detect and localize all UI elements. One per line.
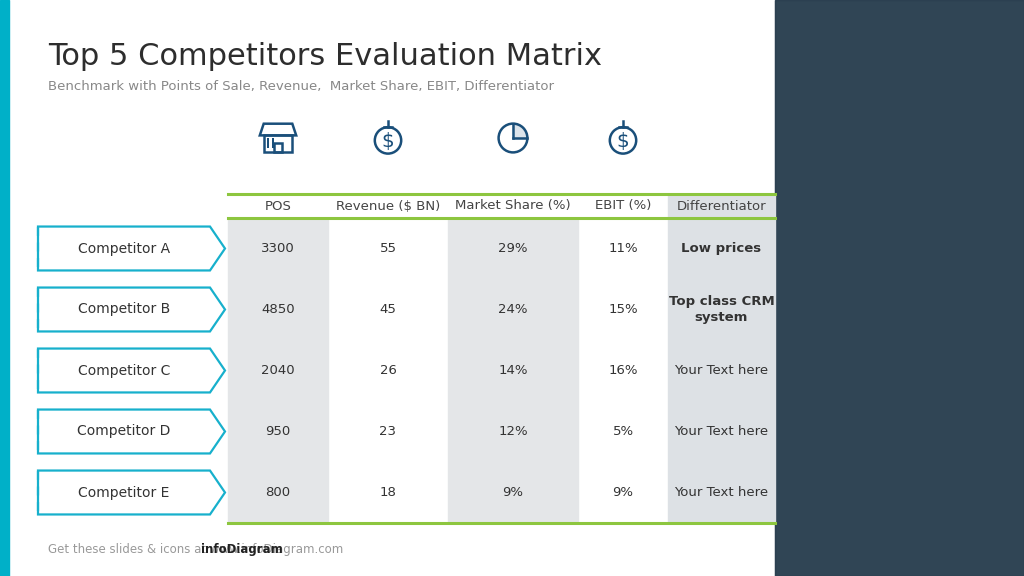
Text: 16%: 16%	[608, 364, 638, 377]
Text: 12%: 12%	[499, 425, 527, 438]
Text: Competitor D: Competitor D	[78, 425, 171, 438]
Text: Competitor C: Competitor C	[78, 363, 170, 377]
Text: $: $	[382, 132, 394, 151]
Text: Benchmark with Points of Sale, Revenue,  Market Share, EBIT, Differentiator: Benchmark with Points of Sale, Revenue, …	[48, 80, 554, 93]
Text: 2040: 2040	[261, 364, 295, 377]
Text: 950: 950	[265, 425, 291, 438]
Text: 800: 800	[265, 486, 291, 499]
Bar	[668, 194, 775, 218]
Bar	[0, 0, 9, 576]
Polygon shape	[38, 287, 225, 331]
Bar	[274, 143, 282, 152]
Bar	[775, 0, 1024, 576]
Text: infoDiagram: infoDiagram	[201, 543, 283, 556]
Wedge shape	[513, 124, 527, 138]
Polygon shape	[38, 348, 225, 392]
Bar	[668, 218, 775, 523]
Text: $: $	[616, 132, 630, 151]
Text: 9%: 9%	[503, 486, 523, 499]
Text: POS: POS	[264, 199, 292, 213]
Bar	[449, 218, 578, 523]
Text: Revenue ($ BN): Revenue ($ BN)	[336, 199, 440, 213]
Text: Low prices: Low prices	[681, 242, 762, 255]
Text: 55: 55	[380, 242, 396, 255]
Polygon shape	[38, 471, 225, 514]
Polygon shape	[38, 226, 225, 271]
Text: Competitor B: Competitor B	[78, 302, 170, 316]
Text: 4850: 4850	[261, 303, 295, 316]
Text: 5%: 5%	[612, 425, 634, 438]
Text: 29%: 29%	[499, 242, 527, 255]
Text: Competitor E: Competitor E	[78, 486, 170, 499]
Text: 18: 18	[380, 486, 396, 499]
Text: Get these slides & icons at www.infoDiagram.com: Get these slides & icons at www.infoDiag…	[48, 543, 343, 556]
Bar	[775, 0, 1024, 576]
Text: 15%: 15%	[608, 303, 638, 316]
Text: Market Share (%): Market Share (%)	[456, 199, 570, 213]
Text: Competitor A: Competitor A	[78, 241, 170, 256]
Text: Your Text here: Your Text here	[675, 486, 769, 499]
Text: 26: 26	[380, 364, 396, 377]
Text: Your Text here: Your Text here	[675, 364, 769, 377]
Text: 3300: 3300	[261, 242, 295, 255]
Text: Differentiator: Differentiator	[677, 199, 766, 213]
Text: 23: 23	[380, 425, 396, 438]
Text: Top class CRM
system: Top class CRM system	[669, 295, 774, 324]
Polygon shape	[38, 410, 225, 453]
Bar	[228, 218, 328, 523]
Text: Top 5 Competitors Evaluation Matrix: Top 5 Competitors Evaluation Matrix	[48, 42, 602, 71]
Bar	[264, 135, 292, 152]
Text: Your Text here: Your Text here	[675, 425, 769, 438]
Text: 45: 45	[380, 303, 396, 316]
Text: EBIT (%): EBIT (%)	[595, 199, 651, 213]
Text: 14%: 14%	[499, 364, 527, 377]
Text: 9%: 9%	[612, 486, 634, 499]
Text: 11%: 11%	[608, 242, 638, 255]
Text: 24%: 24%	[499, 303, 527, 316]
